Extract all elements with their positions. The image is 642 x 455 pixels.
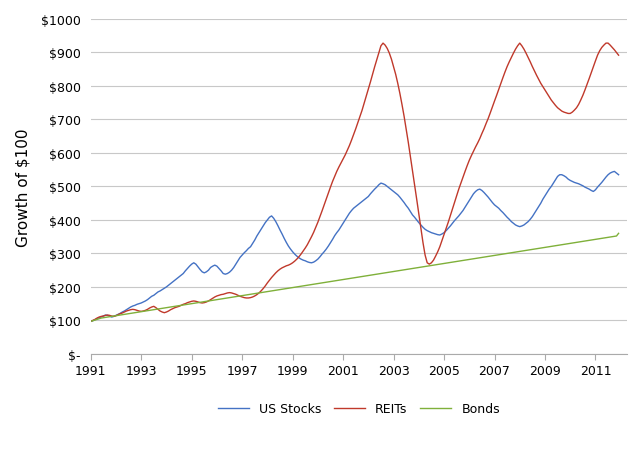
Bonds bbox=[245, 292, 252, 298]
US Stocks bbox=[615, 172, 623, 178]
REITs bbox=[87, 319, 94, 324]
REITs bbox=[615, 53, 623, 59]
Legend: US Stocks, REITs, Bonds: US Stocks, REITs, Bonds bbox=[213, 397, 505, 420]
Y-axis label: Growth of $100: Growth of $100 bbox=[15, 128, 30, 246]
REITs bbox=[604, 41, 612, 47]
Bonds bbox=[87, 319, 94, 324]
Bonds bbox=[457, 258, 465, 264]
US Stocks bbox=[423, 228, 431, 234]
Bonds bbox=[423, 264, 431, 269]
REITs bbox=[379, 41, 387, 47]
US Stocks bbox=[245, 246, 252, 252]
US Stocks bbox=[602, 175, 610, 180]
US Stocks bbox=[457, 211, 465, 217]
Bonds bbox=[505, 251, 513, 256]
Bonds bbox=[615, 231, 623, 237]
REITs bbox=[426, 262, 433, 267]
REITs bbox=[245, 296, 252, 301]
Line: US Stocks: US Stocks bbox=[91, 172, 619, 322]
US Stocks bbox=[611, 169, 618, 175]
REITs bbox=[98, 314, 105, 319]
Bonds bbox=[602, 235, 610, 241]
Line: REITs: REITs bbox=[91, 44, 619, 322]
US Stocks bbox=[87, 319, 94, 324]
REITs bbox=[507, 56, 515, 61]
REITs bbox=[459, 175, 467, 180]
Bonds bbox=[98, 316, 105, 321]
US Stocks bbox=[505, 217, 513, 222]
Line: Bonds: Bonds bbox=[91, 234, 619, 322]
US Stocks bbox=[98, 314, 105, 320]
